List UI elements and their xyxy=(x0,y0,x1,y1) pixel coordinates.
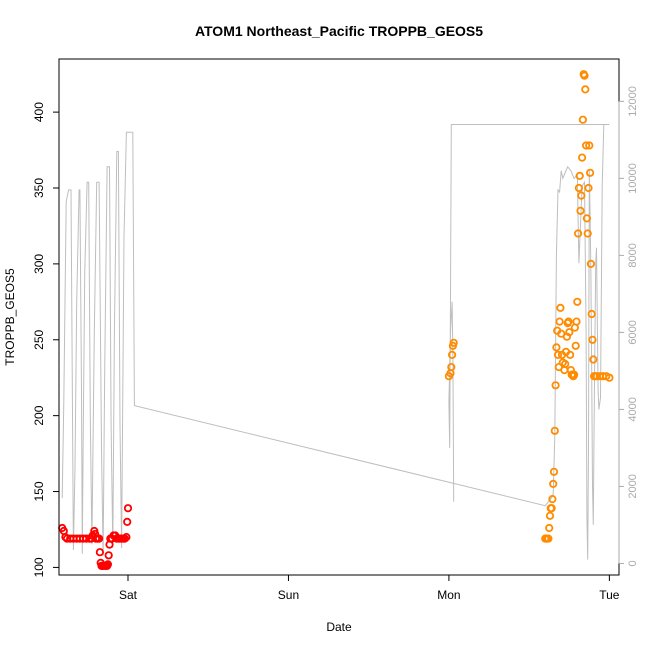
data-point-late xyxy=(564,317,573,326)
data-point-early xyxy=(95,534,104,543)
y-axis-right: 0 2000 4000 6000 8000 10000 12000 xyxy=(618,86,639,566)
data-point-early xyxy=(103,560,113,569)
data-point-late xyxy=(576,206,585,215)
data-point-late xyxy=(587,309,596,319)
data-point-late xyxy=(548,494,557,504)
data-point-early xyxy=(61,532,70,542)
y2-tick-label: 0 xyxy=(627,560,639,566)
data-point-late xyxy=(605,373,614,382)
y-tick-label: 150 xyxy=(32,481,46,501)
plot-border xyxy=(58,58,620,576)
data-point-late xyxy=(581,85,590,94)
altitude-series-line xyxy=(61,124,610,560)
data-point-late xyxy=(577,191,586,200)
altitude-line-layer xyxy=(61,124,610,560)
data-point-late xyxy=(551,381,560,390)
data-point-late xyxy=(583,229,592,238)
data-point-late xyxy=(589,355,598,364)
data-point-late xyxy=(578,115,588,124)
data-point-late xyxy=(552,343,561,352)
data-point-late xyxy=(550,426,559,435)
data-point-late xyxy=(565,328,574,337)
data-point-late xyxy=(547,504,556,513)
data-point-late xyxy=(584,183,593,193)
data-point-late xyxy=(569,370,579,379)
data-point-early xyxy=(123,504,133,513)
y2-tick-label: 10000 xyxy=(627,163,639,194)
y-axis-title: TROPPB_GEOS5 xyxy=(3,268,17,366)
x-tick-label: Mon xyxy=(437,588,460,602)
data-point-late xyxy=(571,341,580,350)
y2-tick-label: 4000 xyxy=(627,397,639,421)
chart-title: ATOM1 Northeast_Pacific TROPPB_GEOS5 xyxy=(195,23,483,39)
y2-tick-label: 8000 xyxy=(627,243,639,267)
data-point-late xyxy=(556,303,565,312)
data-point-early xyxy=(122,532,131,542)
y2-tick-label: 12000 xyxy=(627,86,639,117)
y-tick-label: 250 xyxy=(32,329,46,349)
data-point-late xyxy=(549,479,558,488)
y-axis-left: 100 150 200 250 300 350 400 xyxy=(32,102,60,577)
x-tick-label: Sat xyxy=(119,588,138,602)
y-tick-label: 300 xyxy=(32,254,46,274)
data-point-late xyxy=(577,153,587,162)
data-point-early xyxy=(104,551,113,560)
data-point-late xyxy=(581,141,591,150)
data-point-late xyxy=(561,359,570,369)
y-tick-label: 100 xyxy=(32,557,46,577)
data-point-late xyxy=(549,467,559,476)
x-axis: Sat Sun Mon Tue xyxy=(119,574,620,602)
y-tick-label: 350 xyxy=(32,178,46,198)
data-point-early xyxy=(82,534,91,543)
data-point-early xyxy=(123,517,132,527)
data-point-late xyxy=(586,259,596,268)
data-point-late xyxy=(572,317,581,326)
y2-tick-label: 6000 xyxy=(627,320,639,344)
data-point-late xyxy=(565,350,575,359)
data-point-late xyxy=(573,229,583,238)
y2-tick-label: 2000 xyxy=(627,474,639,498)
data-point-late xyxy=(585,141,594,150)
data-point-late xyxy=(573,297,582,306)
data-point-late xyxy=(555,317,564,326)
y-tick-label: 200 xyxy=(32,405,46,425)
data-point-late xyxy=(575,171,584,180)
data-point-late xyxy=(574,183,584,193)
data-point-late xyxy=(585,168,595,177)
data-point-early xyxy=(95,548,105,557)
x-tick-label: Tue xyxy=(599,588,620,602)
data-point-late xyxy=(580,71,589,80)
data-point-late xyxy=(582,214,592,223)
x-tick-label: Sun xyxy=(278,588,299,602)
data-point-late xyxy=(447,350,457,359)
data-point-late xyxy=(588,335,597,344)
data-point-late xyxy=(545,511,555,520)
data-point-late xyxy=(553,350,563,359)
data-points-layer xyxy=(58,70,614,571)
data-point-early xyxy=(120,534,129,543)
x-axis-title: Date xyxy=(326,620,352,634)
data-point-late xyxy=(544,534,553,543)
data-point-late xyxy=(545,523,554,533)
data-point-late xyxy=(447,362,456,372)
data-point-late xyxy=(449,338,458,347)
y-tick-label: 400 xyxy=(32,102,46,122)
